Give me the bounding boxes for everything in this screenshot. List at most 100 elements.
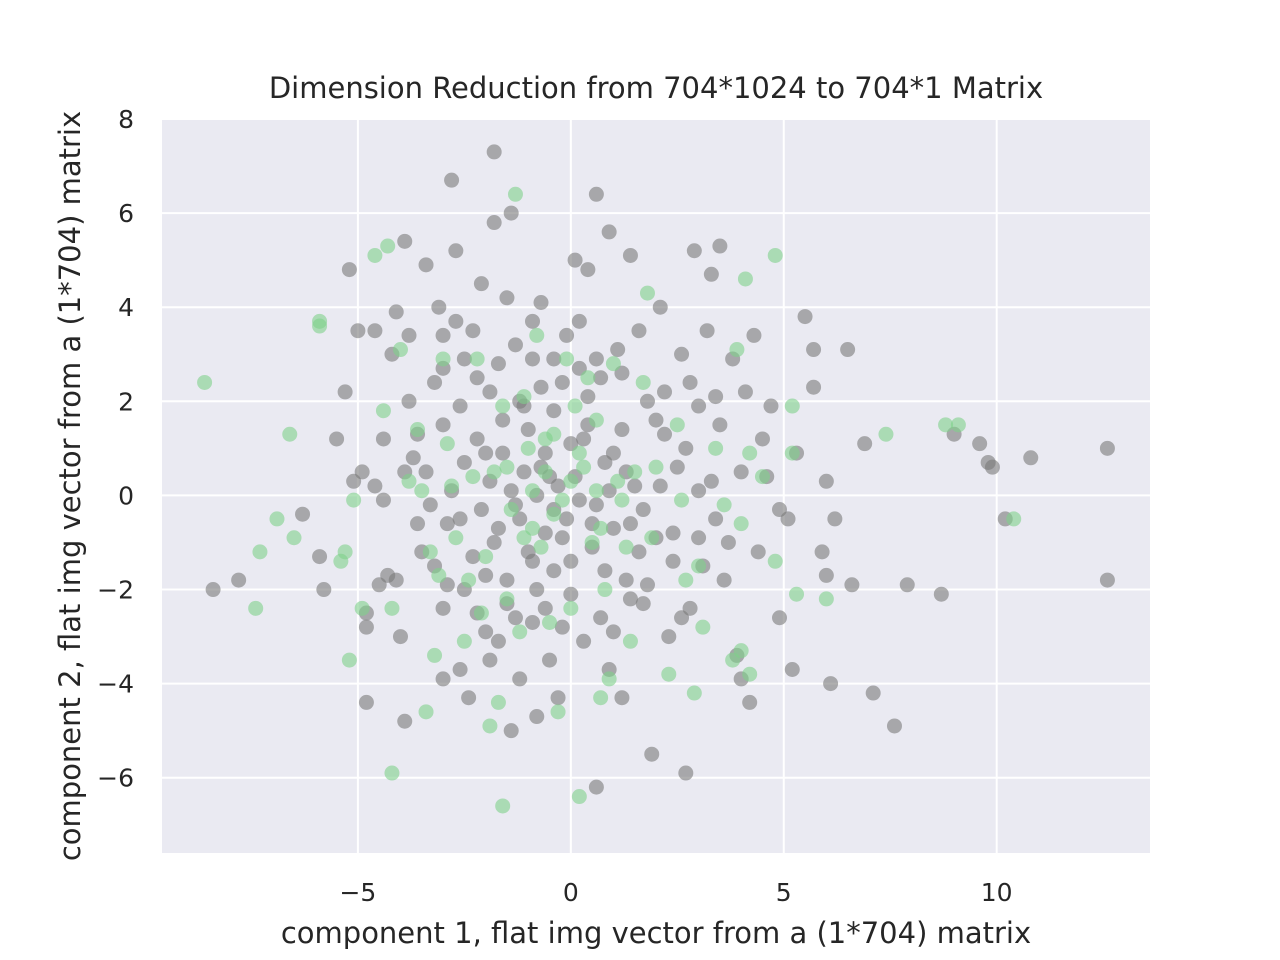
data-point — [571, 313, 587, 329]
data-point — [618, 539, 634, 555]
data-point — [554, 374, 570, 390]
data-point — [388, 572, 404, 588]
data-point — [295, 506, 311, 522]
data-point — [818, 567, 834, 583]
data-point — [354, 464, 370, 480]
data-point — [682, 374, 698, 390]
data-point — [469, 370, 485, 386]
data-point — [414, 483, 430, 499]
data-point — [435, 351, 451, 367]
data-point — [742, 694, 758, 710]
data-point — [648, 412, 664, 428]
data-point — [563, 586, 579, 602]
data-point — [469, 351, 485, 367]
data-point — [499, 290, 515, 306]
data-point — [554, 492, 570, 508]
data-point — [482, 384, 498, 400]
data-point — [938, 417, 954, 433]
data-point — [482, 652, 498, 668]
data-point — [392, 629, 408, 645]
data-point — [733, 464, 749, 480]
data-point — [554, 530, 570, 546]
data-point — [784, 398, 800, 414]
data-point — [461, 690, 477, 706]
data-point — [397, 713, 413, 729]
series-1 — [197, 186, 1022, 814]
data-point — [631, 323, 647, 339]
data-point — [984, 459, 1000, 475]
data-point — [571, 789, 587, 805]
data-point — [580, 389, 596, 405]
data-point — [631, 544, 647, 560]
data-point — [525, 351, 540, 367]
data-point — [337, 384, 353, 400]
data-point — [418, 257, 434, 273]
data-point — [686, 685, 702, 701]
data-point — [593, 520, 609, 536]
data-point — [473, 502, 489, 518]
data-point — [252, 544, 268, 560]
data-point — [614, 422, 630, 438]
y-tick-label: 8 — [118, 105, 134, 134]
data-point — [486, 215, 502, 231]
data-point — [205, 582, 221, 598]
data-point — [316, 582, 332, 598]
data-point — [742, 666, 758, 682]
data-point — [525, 553, 540, 569]
data-point — [435, 327, 451, 343]
data-point — [588, 351, 604, 367]
data-point — [691, 483, 707, 499]
data-point — [507, 186, 523, 202]
data-point — [733, 643, 749, 659]
data-point — [525, 483, 540, 499]
data-point — [950, 417, 966, 433]
data-point — [499, 572, 515, 588]
data-point — [490, 694, 506, 710]
data-point — [520, 440, 536, 456]
data-point — [465, 323, 481, 339]
data-point — [499, 459, 515, 475]
data-point — [605, 624, 621, 640]
data-point — [197, 374, 213, 390]
data-point — [657, 384, 673, 400]
data-point — [375, 431, 391, 447]
data-point — [576, 633, 592, 649]
data-point — [380, 238, 396, 254]
data-point — [661, 666, 677, 682]
data-point — [546, 563, 562, 579]
data-point — [588, 497, 604, 513]
data-point — [537, 600, 553, 616]
data-point — [546, 403, 562, 419]
data-point — [878, 426, 894, 442]
data-point — [767, 553, 783, 569]
data-point — [886, 718, 902, 734]
data-point — [1006, 511, 1022, 527]
data-point — [269, 511, 285, 527]
data-point — [405, 450, 421, 466]
data-point — [580, 262, 596, 278]
data-point — [444, 478, 460, 494]
data-point — [754, 469, 770, 485]
data-point — [772, 610, 787, 626]
data-point — [512, 624, 528, 640]
data-point — [665, 525, 681, 541]
data-point — [312, 549, 328, 565]
data-point — [507, 337, 523, 353]
data-point — [473, 276, 489, 292]
data-point — [478, 624, 494, 640]
data-point — [614, 492, 630, 508]
data-point — [367, 247, 383, 263]
data-point — [754, 431, 770, 447]
data-point — [567, 252, 583, 268]
data-point — [763, 398, 779, 414]
data-point — [401, 327, 417, 343]
x-tick-label: 5 — [776, 878, 792, 907]
data-point — [712, 417, 728, 433]
data-point — [622, 633, 638, 649]
data-point — [354, 600, 370, 616]
data-point — [699, 323, 715, 339]
data-point — [737, 271, 753, 287]
data-point — [350, 323, 366, 339]
data-point — [435, 671, 451, 687]
data-point — [503, 483, 519, 499]
